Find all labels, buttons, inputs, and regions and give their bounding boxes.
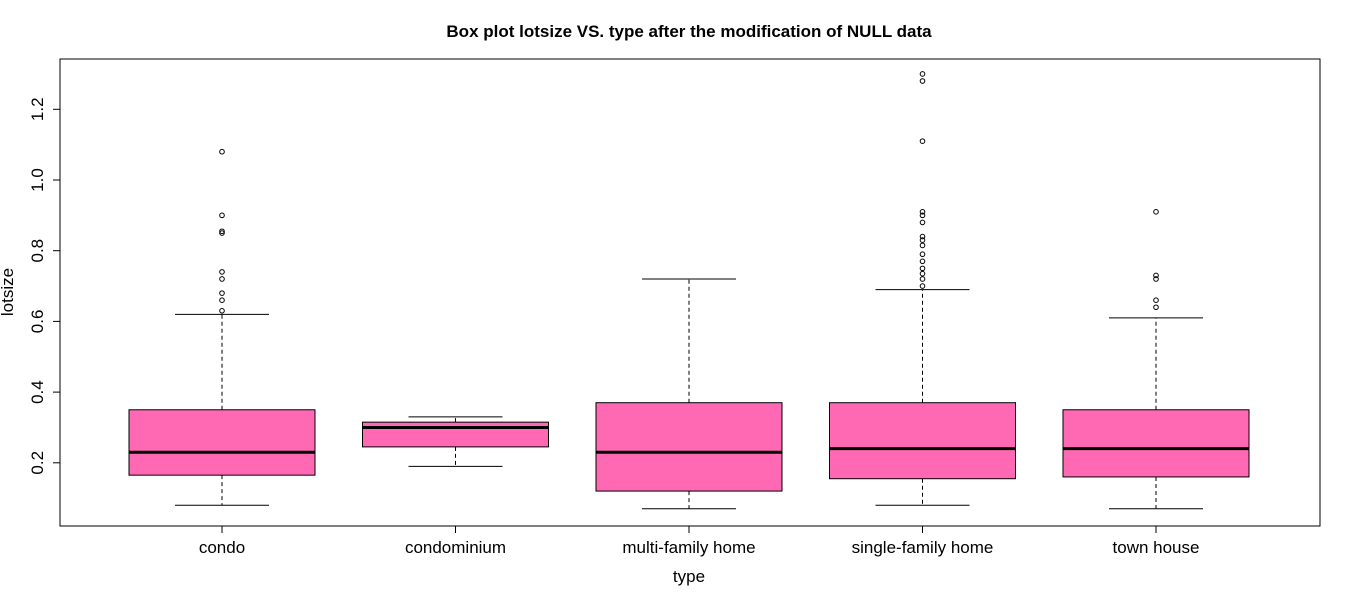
outlier-point <box>1153 276 1159 282</box>
x-tick-label: town house <box>1113 538 1200 557</box>
outlier-point <box>219 212 225 219</box>
box-rect <box>1062 409 1250 478</box>
box-rect <box>595 402 783 492</box>
outlier-point <box>219 307 225 314</box>
x-axis: condo condominium multi-family home single-… <box>199 526 1200 557</box>
box-2 <box>595 278 783 510</box>
outlier-point <box>219 297 225 303</box>
chart-title: Box plot lotsize VS. type after the modi… <box>446 22 932 41</box>
x-tick-label: condo <box>199 538 245 557</box>
outlier-point <box>919 270 926 277</box>
box-rect <box>362 421 549 448</box>
x-tick-label: multi-family home <box>622 538 755 557</box>
x-tick-label: single-family home <box>852 538 994 557</box>
outlier-point <box>919 233 926 240</box>
box-1 <box>362 416 549 467</box>
box-rect <box>829 402 1016 480</box>
outlier-point <box>1153 209 1159 215</box>
boxes-group <box>128 71 1250 510</box>
outlier-point <box>919 258 926 265</box>
y-tick-label: 1.0 <box>28 168 47 192</box>
outlier-point <box>919 276 926 282</box>
outlier-point <box>919 251 926 258</box>
x-axis-title: type <box>673 567 705 586</box>
box-4 <box>1062 209 1250 510</box>
box-0 <box>128 148 316 506</box>
outlier-point <box>219 228 225 235</box>
outlier-point <box>919 237 926 243</box>
y-tick-label: 0.8 <box>28 239 47 263</box>
y-axis: 0.2 0.4 0.6 0.8 1.0 1.2 <box>28 97 61 475</box>
outlier-point <box>919 219 926 226</box>
outlier-point <box>919 242 926 249</box>
outlier-point <box>1153 272 1159 279</box>
y-tick-label: 1.2 <box>28 97 47 121</box>
outlier-point <box>219 148 225 155</box>
x-tick-label: condominium <box>405 538 506 557</box>
y-tick-label: 0.4 <box>28 380 47 404</box>
outlier-point <box>919 265 926 272</box>
outlier-point <box>1153 297 1159 303</box>
outlier-point <box>919 78 926 84</box>
y-axis-title: lotsize <box>0 268 17 316</box>
outlier-point <box>919 283 926 289</box>
outlier-point <box>919 212 926 219</box>
y-tick-label: 0.2 <box>28 451 47 475</box>
outlier-point <box>1153 304 1159 311</box>
y-tick-label: 0.6 <box>28 310 47 334</box>
box-rect <box>128 409 316 476</box>
outlier-point <box>219 269 225 275</box>
outlier-point <box>219 230 225 236</box>
outlier-point <box>919 209 926 215</box>
outlier-point <box>219 290 225 296</box>
outlier-point <box>919 71 926 77</box>
outlier-point <box>219 276 225 282</box>
box-3 <box>829 71 1016 506</box>
outlier-point <box>919 138 926 144</box>
